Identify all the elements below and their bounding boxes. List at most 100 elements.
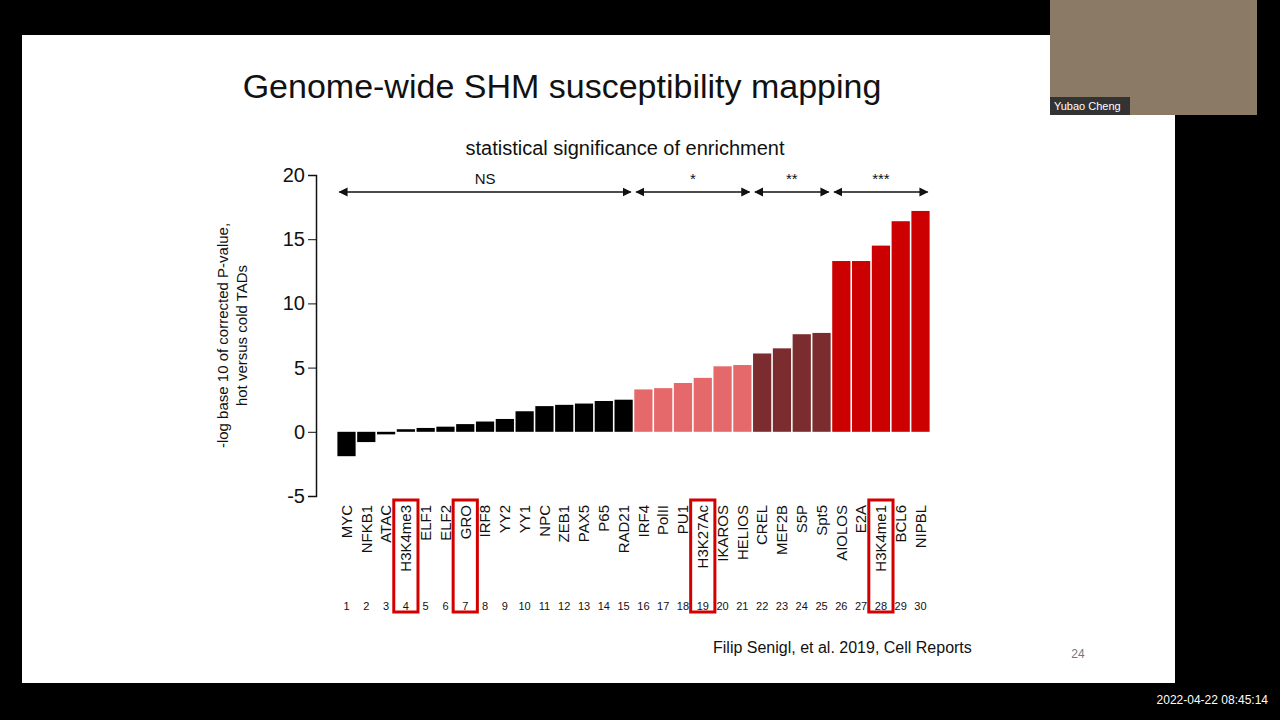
bar [614,400,632,432]
slide-title: Genome-wide SHM susceptibility mapping [243,67,882,105]
bar [832,261,850,432]
bar [436,427,454,432]
x-tick: Spt5 [813,505,830,536]
x-tick-label: YY2 [496,505,513,533]
position-number: 16 [637,600,649,612]
bar [892,221,910,432]
y-tick: 0 [294,421,316,443]
page-number: 24 [1071,647,1085,661]
x-tick-label: P65 [595,505,612,532]
position-number: 10 [519,600,531,612]
significance-label: ** [786,170,798,187]
significance-label: NS [475,170,496,187]
significance-bracket [755,191,829,192]
x-tick-label: ZEB1 [555,505,572,543]
x-tick-label: AIOLOS [833,505,850,561]
x-tick: AIOLOS [833,505,850,561]
bar [456,424,474,432]
position-number: 1 [343,600,349,612]
x-tick: GRO [457,505,474,539]
y-tick-mark [308,175,316,176]
x-tick: NIPBL [912,505,929,548]
x-tick-label: E2A [852,505,869,533]
x-tick-label: Spt5 [813,505,830,536]
x-tick-label: ATAC [377,505,394,543]
y-tick-label: 20 [283,164,305,186]
x-tick-label: H3K4me3 [397,505,414,572]
y-tick-label: 5 [294,357,305,379]
bar [674,383,692,432]
position-number: 29 [895,600,907,612]
y-axis-title: -log base 10 of corrected P-value,hot ve… [214,223,250,448]
position-number: 28 [875,600,887,612]
position-number: 19 [697,600,709,612]
position-number: 6 [442,600,448,612]
bar [753,353,771,431]
bar [397,429,415,432]
y-axis-title-line: hot versus cold TADs [233,265,250,406]
x-tick-label: H3K4me1 [872,505,889,572]
bar [377,432,395,435]
highlight-box [394,500,418,612]
background [0,0,1280,720]
x-tick: PAX5 [575,505,592,542]
position-number: 27 [855,600,867,612]
x-axis: MYCNFKB1ATACH3K4me3ELF1ELF2GROIRF8YY2YY1… [338,505,929,572]
significance-label: * [690,170,696,187]
y-tick-mark [308,368,316,369]
bar [496,419,514,432]
y-tick-mark [308,432,316,433]
x-tick: NFKB1 [358,505,375,553]
x-tick-label: RAD21 [615,505,632,553]
position-number: 17 [657,600,669,612]
y-tick-mark [308,303,316,304]
bar [357,432,375,442]
x-tick-label: NPC [536,505,553,537]
x-tick: IRF4 [635,505,652,538]
position-number: 23 [776,600,788,612]
x-tick-label: MYC [338,505,355,539]
bar [337,432,355,456]
position-number: 25 [815,600,827,612]
x-tick: HELIOS [734,505,751,560]
bar [595,401,613,432]
speaker-bg [1050,97,1130,115]
position-number: 8 [482,600,488,612]
x-tick: ATAC [377,505,394,543]
highlight-box [869,500,893,612]
x-tick-label: NFKB1 [358,505,375,553]
position-number: 21 [736,600,748,612]
position-number: 9 [502,600,508,612]
bar [713,366,731,431]
x-tick-label: GRO [457,505,474,539]
x-tick: YY2 [496,505,513,533]
x-tick: CREL [753,505,770,545]
x-tick: MYC [338,505,355,539]
position-number: 26 [835,600,847,612]
x-tick-label: PU1 [674,505,691,534]
position-number: 11 [539,600,550,612]
y-tick-label: 0 [294,421,305,443]
bar [793,334,811,432]
y-tick-label: -5 [287,485,305,507]
highlight-box [453,500,477,612]
x-tick: H3K27Ac [694,505,711,569]
x-tick: YY1 [516,505,533,533]
bar [911,211,929,432]
y-tick-label: 15 [283,228,305,250]
position-number: 14 [598,600,610,612]
y-tick: 20 [283,164,316,186]
x-tick: ZEB1 [555,505,572,543]
x-tick: RAD21 [615,505,632,553]
bar [812,333,830,432]
x-tick: S5P [793,505,810,533]
position-number: 7 [462,600,468,612]
x-tick-label: IRF4 [635,505,652,538]
x-tick: ELF2 [437,505,454,541]
position-number: 12 [558,600,570,612]
position-number: 30 [914,600,926,612]
x-tick: P65 [595,505,612,532]
page: Yubao ChengGenome-wide SHM susceptibilit… [0,0,1280,720]
bar [852,261,870,432]
x-tick: E2A [852,505,869,533]
